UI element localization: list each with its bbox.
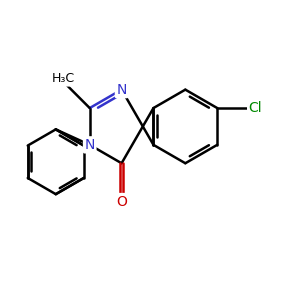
Text: N: N bbox=[116, 82, 127, 97]
Text: O: O bbox=[116, 194, 127, 208]
Text: N: N bbox=[85, 138, 95, 152]
Text: H₃C: H₃C bbox=[52, 72, 75, 85]
Text: Cl: Cl bbox=[249, 101, 262, 115]
